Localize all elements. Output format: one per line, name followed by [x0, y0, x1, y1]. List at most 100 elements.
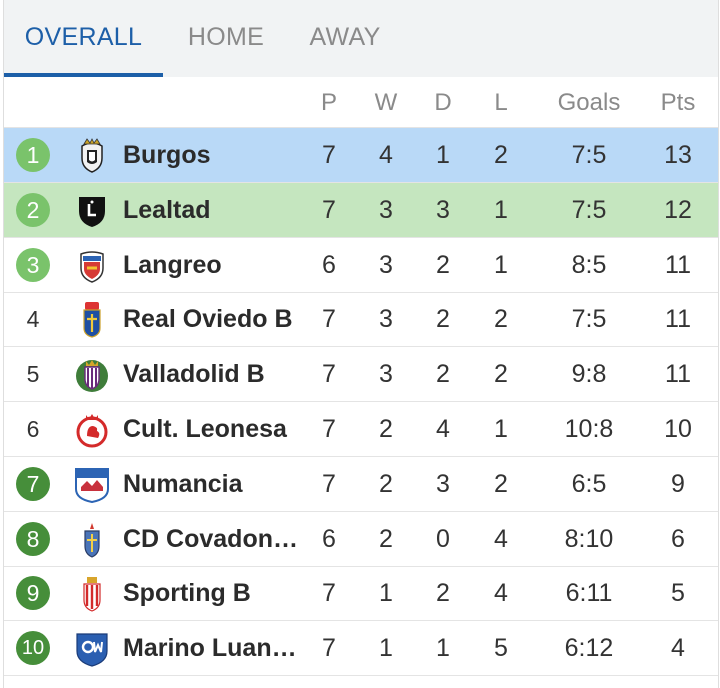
team-name[interactable]: Sporting B: [123, 579, 251, 608]
lealtad-crest-icon: [74, 193, 110, 229]
played-cell: 7: [322, 360, 336, 389]
active-tab-indicator: [4, 73, 163, 77]
tab-overall[interactable]: OVERALL: [24, 23, 143, 51]
lost-cell: 2: [494, 141, 508, 169]
team-name[interactable]: Marino Luan…: [123, 634, 297, 663]
table-row[interactable]: 1 Burgos 7 4 1 2 7:5 13: [4, 128, 718, 183]
tab-away[interactable]: AWAY: [309, 23, 381, 51]
position-badge: 9: [16, 576, 50, 611]
position-badge: 4: [26, 306, 40, 333]
won-cell: 3: [379, 305, 393, 334]
drawn-cell: 3: [436, 195, 450, 224]
points-cell: 12: [664, 195, 692, 224]
points-cell: 11: [665, 360, 691, 389]
team-name[interactable]: Cult. Leonesa: [123, 415, 287, 443]
sporting-crest-icon: [74, 576, 110, 613]
table-row[interactable]: 6 Cult. Leonesa 7 2 4 1 10:8 10: [4, 402, 718, 457]
lost-cell: 2: [494, 469, 508, 498]
goals-cell: 6:12: [564, 634, 614, 663]
goals-cell: 7:5: [571, 195, 607, 224]
drawn-cell: 0: [436, 524, 450, 553]
table-row[interactable]: 2 Lealtad 7 3 3 1 7:5 12: [4, 182, 718, 238]
won-cell: 2: [379, 469, 393, 498]
played-cell: 6: [322, 250, 336, 279]
table-row[interactable]: 10 Marino Luan… 7 1 1 5 6:12 4: [4, 621, 718, 677]
drawn-cell: 2: [436, 360, 450, 389]
points-cell: 5: [671, 579, 685, 608]
won-cell: 3: [379, 195, 393, 224]
played-cell: 7: [322, 579, 336, 608]
team-name[interactable]: Langreo: [123, 250, 222, 279]
position-badge: 8: [16, 521, 50, 556]
position-badge: 3: [16, 247, 50, 282]
drawn-cell: 4: [436, 415, 450, 443]
goals-cell: 9:8: [571, 360, 607, 389]
won-cell: 3: [379, 360, 393, 389]
header-points: Pts: [660, 89, 696, 116]
goals-cell: 7:5: [571, 305, 607, 334]
table-row[interactable]: 5 Valladolid B 7 3 2 2 9:8 11: [4, 347, 718, 403]
header-goals: Goals: [557, 89, 621, 116]
drawn-cell: 1: [436, 634, 450, 663]
goals-cell: 8:5: [571, 250, 607, 279]
drawn-cell: 2: [436, 305, 450, 334]
cultural-leonesa-crest-icon: [74, 412, 110, 448]
won-cell: 1: [379, 579, 393, 608]
team-name[interactable]: Lealtad: [123, 195, 211, 224]
team-name[interactable]: Numancia: [123, 469, 243, 498]
team-name[interactable]: Valladolid B: [123, 360, 265, 389]
drawn-cell: 2: [436, 250, 450, 279]
played-cell: 7: [322, 195, 336, 224]
lost-cell: 5: [494, 634, 508, 663]
position-badge: 10: [16, 631, 50, 666]
lost-cell: 1: [494, 250, 508, 279]
won-cell: 4: [379, 141, 393, 169]
points-cell: 11: [665, 250, 691, 279]
header-won: W: [374, 89, 398, 116]
numancia-crest-icon: [74, 467, 110, 503]
played-cell: 6: [322, 524, 336, 553]
position-badge: 6: [26, 416, 40, 442]
won-cell: 2: [379, 524, 393, 553]
team-name[interactable]: Real Oviedo B: [123, 305, 293, 334]
lost-cell: 4: [494, 524, 508, 553]
table-header: P W D L Goals Pts: [4, 77, 718, 128]
points-cell: 11: [665, 305, 691, 334]
goals-cell: 7:5: [571, 141, 607, 169]
won-cell: 3: [379, 250, 393, 279]
goals-cell: 6:5: [571, 469, 607, 498]
position-badge: 5: [26, 361, 40, 388]
goals-cell: 6:11: [565, 579, 613, 608]
langreo-crest-icon: [74, 248, 110, 284]
team-name[interactable]: CD Covadon…: [123, 524, 298, 553]
points-cell: 4: [671, 634, 685, 663]
played-cell: 7: [322, 469, 336, 498]
header-drawn: D: [434, 89, 452, 116]
played-cell: 7: [322, 634, 336, 663]
table-row[interactable]: 8 CD Covadon… 6 2 0 4 8:10 6: [4, 512, 718, 567]
lost-cell: 4: [494, 579, 508, 608]
position-badge: 2: [16, 192, 50, 227]
won-cell: 2: [379, 415, 393, 443]
tab-bar: OVERALL HOME AWAY: [4, 0, 718, 77]
position-badge: 7: [16, 466, 50, 501]
lost-cell: 1: [494, 415, 508, 443]
header-lost: L: [494, 89, 508, 116]
table-row[interactable]: 9 Sporting B 7 1 2 4 6:11 5: [4, 566, 718, 622]
lost-cell: 1: [494, 195, 508, 224]
table-row[interactable]: 3 Langreo 6 3 2 1 8:5 11: [4, 238, 718, 293]
points-cell: 10: [664, 415, 692, 443]
goals-cell: 10:8: [564, 415, 614, 443]
tab-home[interactable]: HOME: [187, 23, 265, 51]
standings-widget: OVERALL HOME AWAY P W D L Goals Pts 1 Bur…: [3, 0, 719, 688]
burgos-crest-icon: [74, 138, 110, 174]
table-row[interactable]: 7 Numancia 7 2 3 2 6:5 9: [4, 457, 718, 512]
points-cell: 6: [671, 524, 685, 553]
played-cell: 7: [322, 415, 336, 443]
table-row[interactable]: 4 Real Oviedo B 7 3 2 2 7:5 11: [4, 292, 718, 348]
marino-luanco-crest-icon: [74, 631, 110, 667]
team-name[interactable]: Burgos: [123, 141, 211, 169]
lost-cell: 2: [494, 360, 508, 389]
covadonga-crest-icon: [74, 522, 110, 558]
goals-cell: 8:10: [564, 524, 614, 553]
